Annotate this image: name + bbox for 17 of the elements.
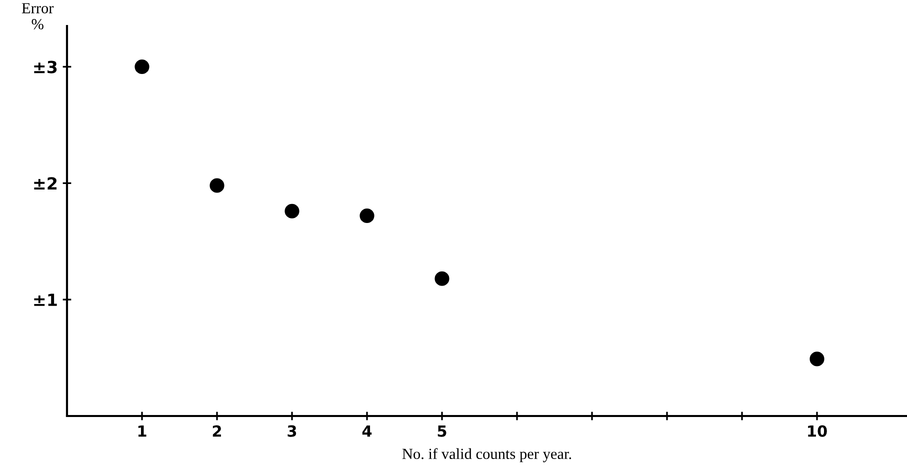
point xyxy=(134,59,150,74)
x-tick-label: 2 xyxy=(212,425,221,437)
x-tick-label: 10 xyxy=(808,425,827,437)
y-axis-title: Error % xyxy=(22,3,54,30)
y-tick-label: ±2 xyxy=(34,177,57,190)
point xyxy=(284,204,300,218)
point xyxy=(360,208,374,224)
x-tick-label: 3 xyxy=(288,425,296,437)
point xyxy=(434,271,450,286)
point xyxy=(810,352,824,366)
x-axis-title: No. if valid counts per year. xyxy=(402,448,572,462)
x-tick-label: 5 xyxy=(438,426,446,437)
point xyxy=(210,178,224,193)
x-tick-label: 4 xyxy=(362,426,372,437)
y-tick-label: ±1 xyxy=(34,294,57,306)
x-tick-label: 1 xyxy=(138,426,146,437)
y-tick-label: ±3 xyxy=(34,60,57,74)
